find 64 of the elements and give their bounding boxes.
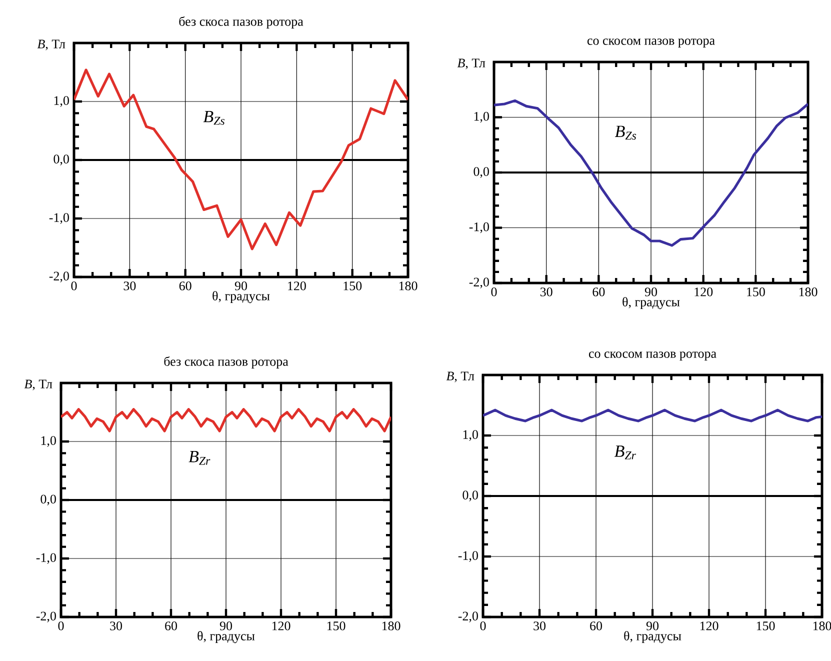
y-tick-label: 0,0: [474, 167, 489, 178]
y-tick-label: 1,0: [463, 430, 478, 441]
y-axis-title: B, Тл: [37, 40, 66, 50]
y-tick-label: -1,0: [49, 213, 69, 224]
x-tick-label: 0: [491, 288, 497, 296]
x-tick-label: 150: [344, 282, 362, 290]
x-axis-title: θ, градусы: [198, 631, 255, 644]
y-tick-label: 1,0: [474, 112, 489, 123]
line-series: [494, 99, 808, 247]
y-tick-label: 1,0: [41, 436, 56, 447]
x-tick-label: 90: [220, 622, 232, 630]
line-series: [61, 408, 392, 432]
y-tick-label: 1,0: [54, 96, 69, 107]
x-tick-label: 60: [165, 622, 177, 630]
x-tick-label: 30: [124, 282, 136, 290]
x-tick-label: 180: [399, 282, 418, 290]
annotation: B$_{Zr}$: [614, 446, 636, 460]
y-tick-label: -2,0: [469, 278, 489, 288]
x-tick-label: 0: [71, 282, 77, 290]
x-tick-label: 60: [179, 282, 192, 290]
y-tick-label: -2,0: [36, 612, 56, 622]
x-tick-label: 90: [646, 622, 659, 630]
x-tick-label: 150: [747, 288, 765, 296]
x-tick-label: 180: [382, 622, 400, 630]
y-axis-title: B, Тл: [446, 372, 474, 382]
x-tick-label: 0: [58, 622, 64, 630]
x-tick-label: 30: [534, 622, 546, 630]
x-tick-label: 90: [234, 282, 247, 290]
line-series: [74, 68, 408, 250]
chart-title: со скосом пазов ротора: [588, 352, 716, 360]
x-tick-label: 30: [110, 622, 122, 630]
y-axis-title: B, Тл: [457, 58, 486, 70]
x-tick-label: 150: [756, 622, 775, 630]
y-tick-label: 0,0: [54, 154, 69, 166]
y-tick-label: 0,0: [462, 490, 478, 502]
y-tick-label: -1,0: [469, 222, 489, 234]
x-tick-label: 60: [592, 288, 605, 296]
y-tick-label: -1,0: [458, 551, 478, 562]
x-axis-title: θ, градусы: [622, 297, 680, 310]
annotation: B$_{Zs}$: [614, 126, 636, 140]
x-tick-label: 120: [272, 622, 290, 630]
x-axis-title: θ, градусы: [212, 291, 270, 304]
y-tick-label: -2,0: [49, 272, 69, 282]
chart-title: без скоса пазов ротора: [179, 16, 304, 28]
line-series: [483, 408, 822, 422]
x-tick-label: 120: [288, 282, 306, 290]
x-axis-title: θ, градусы: [624, 631, 682, 644]
x-tick-label: 180: [813, 622, 831, 630]
x-tick-label: 180: [799, 288, 818, 296]
x-tick-label: 30: [540, 288, 552, 296]
x-tick-label: 0: [480, 622, 486, 630]
chart-title: без скоса пазов ротора: [164, 356, 288, 368]
y-tick-label: 0,0: [40, 494, 56, 506]
y-tick-label: -1,0: [36, 553, 56, 564]
annotation: B$_{Zs}$: [203, 110, 224, 125]
annotation: B$_{Zr}$: [188, 451, 210, 465]
x-tick-label: 60: [590, 622, 602, 630]
y-axis-title: B, Тл: [24, 380, 52, 390]
x-tick-label: 120: [700, 622, 718, 630]
x-tick-label: 90: [644, 288, 658, 296]
y-tick-label: -2,0: [458, 612, 478, 622]
chart-title: со скосом пазов ротора: [587, 38, 715, 48]
x-tick-label: 120: [694, 288, 713, 296]
x-tick-label: 150: [327, 622, 346, 630]
